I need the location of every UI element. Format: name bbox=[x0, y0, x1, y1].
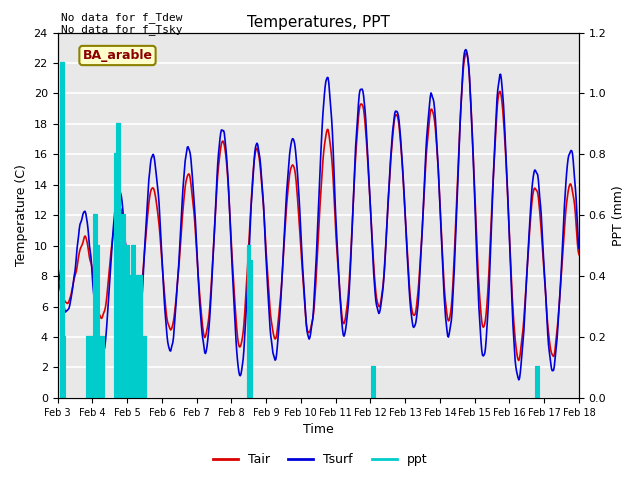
Title: Temperatures, PPT: Temperatures, PPT bbox=[247, 15, 390, 30]
Text: BA_arable: BA_arable bbox=[83, 49, 152, 62]
Legend: Tair, Tsurf, ppt: Tair, Tsurf, ppt bbox=[207, 448, 433, 471]
Y-axis label: PPT (mm): PPT (mm) bbox=[612, 185, 625, 246]
Y-axis label: Temperature (C): Temperature (C) bbox=[15, 164, 28, 266]
X-axis label: Time: Time bbox=[303, 423, 333, 436]
Text: No data for f_Tdew
No data for f_Tsky: No data for f_Tdew No data for f_Tsky bbox=[61, 12, 182, 36]
